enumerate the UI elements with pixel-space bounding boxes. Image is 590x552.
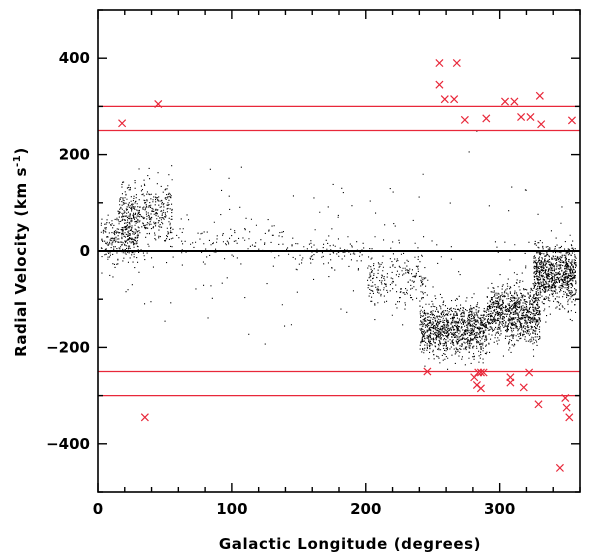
x-tick-label: 100 (216, 500, 247, 518)
x-marker (510, 97, 519, 106)
reference-lines (98, 105, 580, 397)
x-tick-label: 200 (350, 500, 381, 518)
x-marker (555, 463, 564, 472)
x-marker (519, 383, 528, 392)
x-marker (435, 80, 444, 89)
x-marker (561, 393, 570, 403)
x-marker (506, 378, 515, 387)
y-tick-labels: −400 −200 0 200 400 (46, 49, 90, 453)
x-marker (450, 95, 459, 104)
x-marker (500, 97, 510, 106)
y-tick-label: 200 (59, 146, 90, 164)
x-marker (423, 367, 432, 376)
x-marker (476, 384, 485, 393)
x-marker (476, 368, 485, 377)
y-tick-label: −400 (46, 435, 90, 453)
x-marker (154, 99, 163, 109)
x-tick-labels: 0 100 200 300 (93, 500, 516, 518)
x-marker (565, 413, 574, 422)
y-tick-label: 0 (80, 242, 90, 260)
x-marker (517, 112, 526, 122)
x-marker (525, 368, 534, 377)
x-axis-title: Galactic Longitude (degrees) (219, 535, 481, 552)
y-axis-title: Radial Velocity (km s-1) (12, 147, 30, 357)
y-tick-label: 400 (59, 49, 90, 67)
x-marker (479, 368, 488, 377)
x-marker (537, 120, 546, 129)
x-marker (435, 58, 444, 68)
x-tick-label: 300 (484, 500, 515, 518)
x-marker (535, 91, 544, 100)
x-marker (482, 114, 491, 123)
x-marker (526, 112, 535, 122)
x-tick-label: 0 (93, 500, 103, 518)
x-marker (567, 116, 576, 125)
x-marker (562, 403, 571, 412)
axis-ticks (97, 9, 581, 493)
high-velocity-markers (118, 58, 576, 472)
x-marker (452, 58, 461, 68)
x-marker (440, 95, 449, 104)
x-marker (118, 119, 127, 128)
x-marker (140, 413, 149, 422)
x-marker (460, 115, 469, 124)
y-tick-label: −200 (46, 338, 90, 356)
x-marker (534, 400, 543, 409)
